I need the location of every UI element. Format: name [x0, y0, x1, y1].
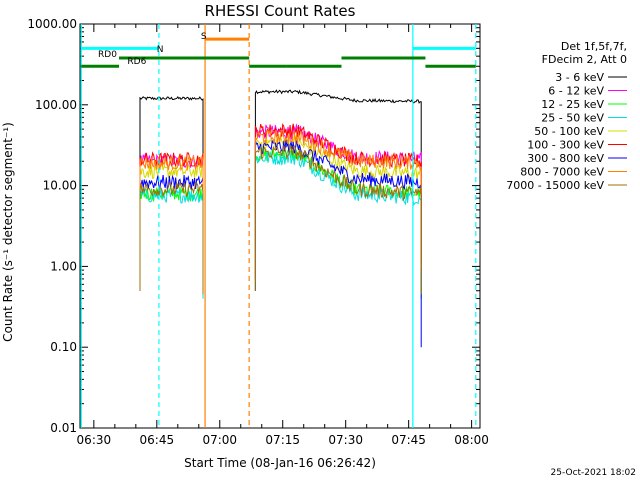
- series-line: [139, 185, 204, 299]
- series-line: [139, 154, 204, 283]
- footer-timestamp: 25-Oct-2021 18:02: [551, 468, 636, 478]
- y-tick-label: 1000.00: [27, 17, 77, 31]
- series-line: [139, 174, 204, 291]
- flag-label-n: N: [157, 45, 164, 55]
- series-line: [254, 144, 422, 295]
- x-tick-label: 07:45: [391, 433, 426, 447]
- series-line: [139, 96, 204, 218]
- legend-label: 25 - 50 keV: [541, 112, 604, 125]
- y-tick-label: 10.00: [43, 179, 77, 193]
- x-tick-label: 07:15: [265, 433, 300, 447]
- y-tick-label: 1.00: [50, 259, 77, 273]
- flag-label-rd0: RD0: [98, 50, 117, 60]
- series-line: [139, 162, 204, 291]
- x-tick-label: 07:00: [202, 433, 237, 447]
- x-tick-label: 06:45: [140, 433, 175, 447]
- flag-label-rd6: RD6: [127, 57, 146, 67]
- plot-frame: [79, 23, 481, 429]
- series-line: [254, 89, 422, 218]
- series-line: [254, 151, 422, 299]
- flag-label-s: S: [201, 32, 207, 42]
- series-line: [254, 123, 422, 279]
- legend-label: 7000 - 15000 keV: [506, 179, 604, 192]
- y-axis-title: Count Rate (s⁻¹ detector segment⁻¹): [1, 122, 15, 342]
- series-line: [254, 128, 422, 283]
- legend-header-line-1: Det 1f,5f,7f,: [561, 40, 627, 53]
- y-tick-label: 0.10: [50, 340, 77, 354]
- series-line: [254, 135, 422, 291]
- legend-label: 3 - 6 keV: [555, 71, 604, 84]
- x-tick-label: 08:00: [454, 433, 489, 447]
- legend-header-line-2: FDecim 2, Att 0: [542, 53, 627, 66]
- x-tick-label: 06:30: [77, 433, 112, 447]
- legend-label: 50 - 100 keV: [534, 125, 604, 138]
- y-tick-label: 0.01: [50, 421, 77, 435]
- series-group: [139, 89, 422, 348]
- chart-title: RHESSI Count Rates: [205, 2, 356, 20]
- legend-label: 12 - 25 keV: [541, 98, 604, 111]
- legend-label: 6 - 12 keV: [548, 85, 604, 98]
- x-tick-label: 07:30: [328, 433, 363, 447]
- series-line: [254, 139, 422, 348]
- y-tick-label: 100.00: [35, 98, 77, 112]
- legend-label: 100 - 300 keV: [527, 139, 604, 152]
- legend-label: 300 - 800 keV: [527, 152, 604, 165]
- x-axis-title: Start Time (08-Jan-16 06:26:42): [184, 456, 376, 470]
- series-line: [139, 180, 204, 295]
- series-line: [139, 187, 204, 299]
- legend-label: 800 - 7000 keV: [520, 166, 604, 179]
